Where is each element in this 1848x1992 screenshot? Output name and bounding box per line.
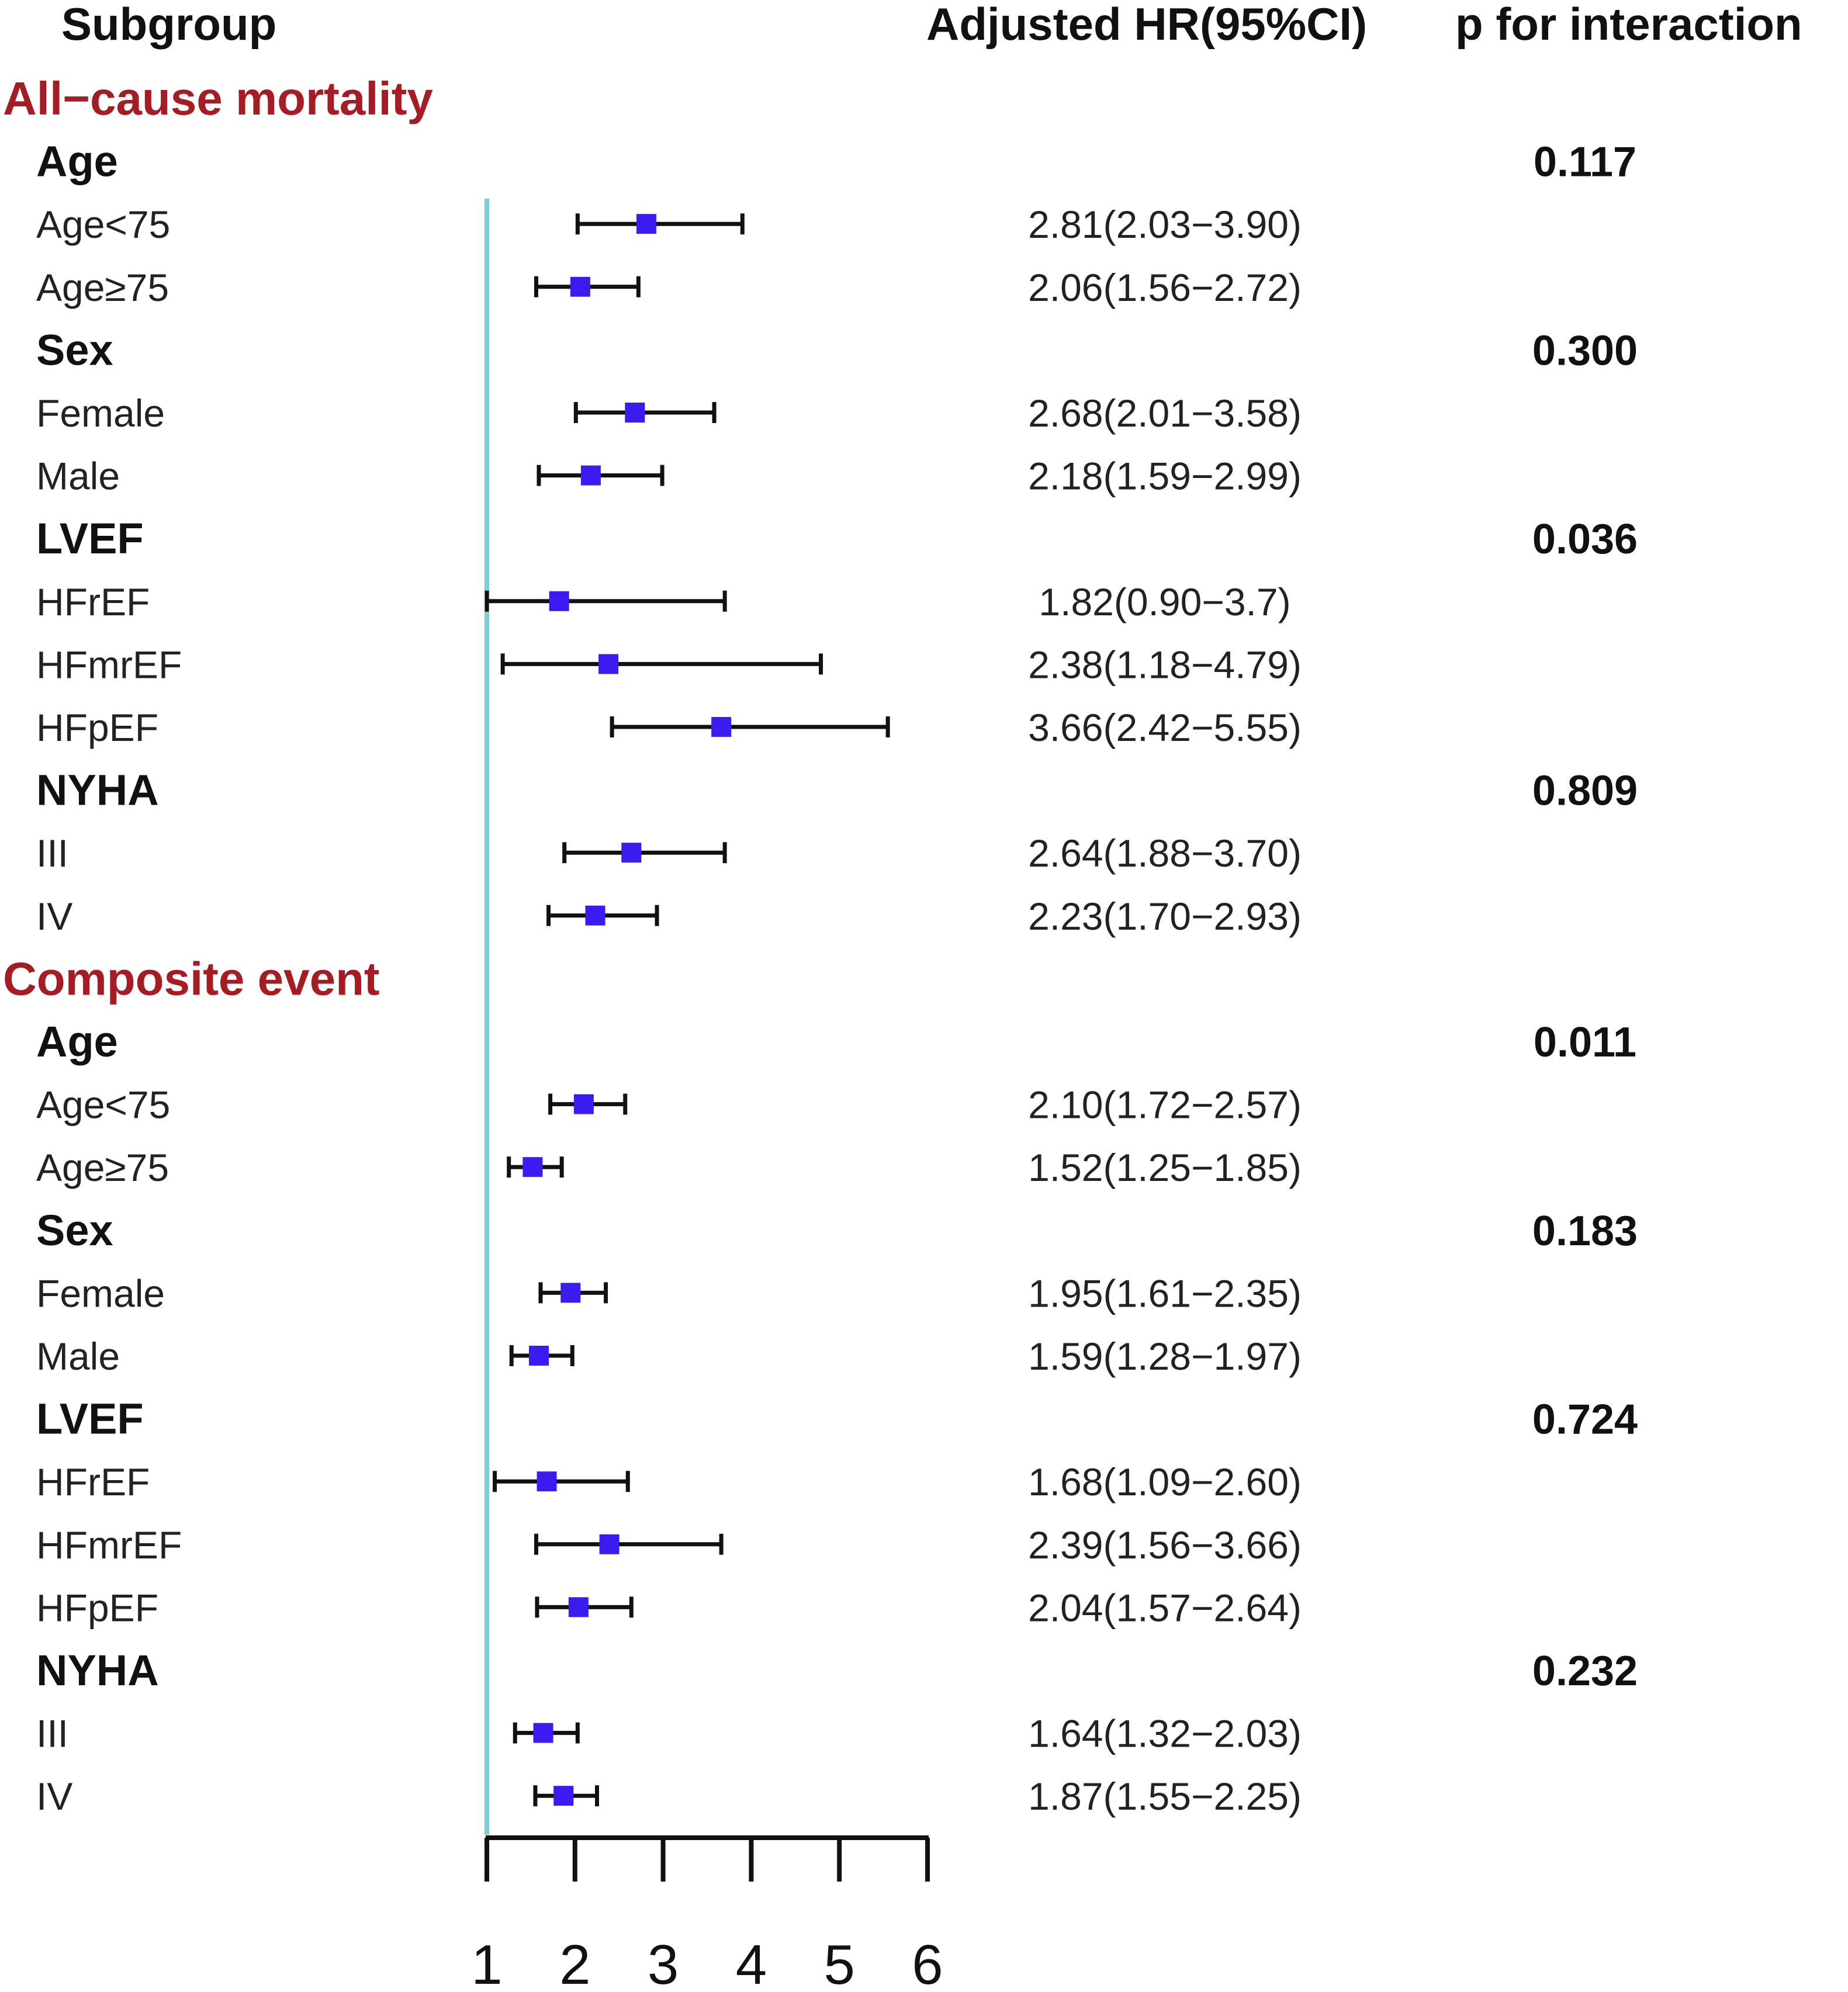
hr-ci-text: 1.95(1.61−2.35) <box>1028 1272 1302 1315</box>
p-interaction-value: 0.724 <box>1532 1397 1638 1443</box>
subgroup-label: Age<75 <box>36 1083 170 1127</box>
hr-ci-text: 2.04(1.57−2.64) <box>1028 1586 1302 1629</box>
subgroup-label: HFmrEF <box>36 643 182 686</box>
category-label: NYHA <box>36 766 159 815</box>
category-label: LVEF <box>36 1395 144 1443</box>
subgroup-label: III <box>36 832 68 875</box>
category-label: Sex <box>36 1206 113 1255</box>
hr-ci-text: 3.66(2.42−5.55) <box>1028 706 1302 749</box>
hr-ci-text: 2.81(2.03−3.90) <box>1028 203 1302 246</box>
subgroup-label: Age≥75 <box>36 1146 169 1189</box>
hr-point <box>533 1723 553 1743</box>
x-tick-label: 3 <box>648 1934 679 1992</box>
p-interaction-value: 0.011 <box>1534 1019 1636 1066</box>
subgroup-label: Male <box>36 455 120 498</box>
x-tick-label: 6 <box>912 1934 943 1992</box>
subgroup-label: Male <box>36 1335 120 1378</box>
hr-ci-text: 2.68(2.01−3.58) <box>1028 392 1302 435</box>
hr-point <box>560 1283 581 1303</box>
x-tick-label: 1 <box>471 1934 502 1992</box>
hr-point <box>522 1157 543 1177</box>
hr-ci-text: 1.68(1.09−2.60) <box>1028 1460 1302 1503</box>
hr-ci-text: 1.82(0.90−3.7) <box>1039 580 1290 623</box>
p-interaction-value: 0.183 <box>1532 1208 1638 1255</box>
subgroup-label: HFmrEF <box>36 1523 182 1567</box>
hr-point <box>528 1346 549 1366</box>
subgroup-label: Female <box>36 1272 165 1315</box>
hr-ci-text: 2.06(1.56−2.72) <box>1028 266 1302 309</box>
subgroup-label: III <box>36 1712 68 1755</box>
x-tick-label: 4 <box>736 1934 767 1992</box>
hr-point <box>636 214 656 234</box>
hr-point <box>625 403 645 422</box>
hr-point <box>598 654 619 674</box>
x-tick-label: 5 <box>824 1934 855 1992</box>
subgroup-label: HFrEF <box>36 1460 150 1503</box>
p-interaction-value: 0.117 <box>1534 139 1636 186</box>
subgroup-label: Age<75 <box>36 203 170 246</box>
hr-ci-text: 2.64(1.88−3.70) <box>1028 832 1302 875</box>
hr-point <box>549 591 569 611</box>
hr-point <box>573 1094 594 1114</box>
category-label: NYHA <box>36 1646 159 1695</box>
p-interaction-value: 0.300 <box>1532 327 1638 374</box>
section-title: Composite event <box>3 952 380 1004</box>
subgroup-label: Female <box>36 392 165 435</box>
p-interaction-value: 0.232 <box>1532 1648 1638 1695</box>
p-interaction-value: 0.036 <box>1532 516 1638 563</box>
hr-ci-text: 1.59(1.28−1.97) <box>1028 1335 1302 1378</box>
forest-rows: All−cause mortality Age 0.117 Age<75 2.81(2.… <box>3 72 1638 1818</box>
p-interaction-value: 0.809 <box>1532 768 1638 815</box>
x-tick-label: 2 <box>559 1934 590 1992</box>
hr-ci-text: 2.38(1.18−4.79) <box>1028 643 1302 686</box>
hr-point <box>553 1786 574 1806</box>
hr-point <box>568 1597 589 1617</box>
subgroup-label: HFpEF <box>36 1586 158 1629</box>
hr-point <box>537 1471 557 1492</box>
hr-point <box>585 905 605 926</box>
hr-ci-text: 1.52(1.25−1.85) <box>1028 1146 1302 1189</box>
hr-ci-text: 1.64(1.32−2.03) <box>1028 1712 1302 1755</box>
category-label: Age <box>36 1017 118 1066</box>
category-label: Age <box>36 137 118 186</box>
category-label: LVEF <box>36 514 144 563</box>
subgroup-label: HFrEF <box>36 580 150 623</box>
header-adjusted-hr: Adjusted HR(95%CI) <box>926 0 1367 50</box>
subgroup-label: IV <box>36 1775 72 1818</box>
hr-point <box>711 717 732 737</box>
hr-point <box>580 465 601 486</box>
header-subgroup: Subgroup <box>61 0 276 50</box>
hr-ci-text: 2.18(1.59−2.99) <box>1028 455 1302 498</box>
subgroup-label: HFpEF <box>36 706 158 749</box>
hr-point <box>599 1534 620 1554</box>
hr-point <box>621 843 642 863</box>
hr-ci-text: 2.39(1.56−3.66) <box>1028 1523 1302 1567</box>
hr-point <box>570 276 590 297</box>
subgroup-label: IV <box>36 895 72 938</box>
hr-ci-text: 2.10(1.72−2.57) <box>1028 1083 1302 1127</box>
header-p-interaction: p for interaction <box>1455 0 1802 50</box>
category-label: Sex <box>36 325 113 374</box>
hr-ci-text: 1.87(1.55−2.25) <box>1028 1775 1302 1818</box>
subgroup-label: Age≥75 <box>36 266 169 309</box>
hr-ci-text: 2.23(1.70−2.93) <box>1028 895 1302 938</box>
section-title: All−cause mortality <box>3 72 433 124</box>
